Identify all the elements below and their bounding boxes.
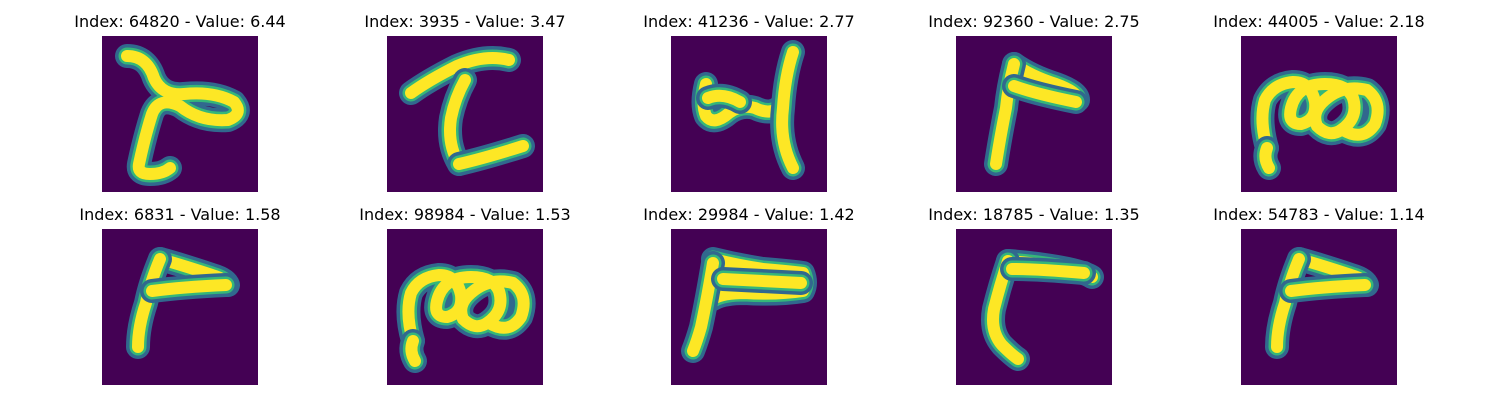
digit-image [102, 36, 258, 192]
digit-image [1241, 229, 1397, 385]
panel-title: Index: 44005 - Value: 2.18 [1209, 12, 1429, 32]
digit-image [387, 36, 543, 192]
panel-title: Index: 18785 - Value: 1.35 [924, 205, 1144, 225]
image-panel: Index: 3935 - Value: 3.47 [355, 0, 575, 180]
panel-title: Index: 3935 - Value: 3.47 [355, 12, 575, 32]
image-panel: Index: 44005 - Value: 2.18 [1209, 0, 1429, 180]
panel-title: Index: 6831 - Value: 1.58 [70, 205, 290, 225]
panel-title: Index: 98984 - Value: 1.53 [355, 205, 575, 225]
panel-title: Index: 41236 - Value: 2.77 [639, 12, 859, 32]
panel-title: Index: 29984 - Value: 1.42 [639, 205, 859, 225]
digit-image [956, 36, 1112, 192]
digit-image [387, 229, 543, 385]
image-panel: Index: 6831 - Value: 1.58 [70, 193, 290, 373]
image-panel: Index: 92360 - Value: 2.75 [924, 0, 1144, 180]
digit-image [1241, 36, 1397, 192]
image-panel: Index: 64820 - Value: 6.44 [70, 0, 290, 180]
digit-image [956, 229, 1112, 385]
image-panel: Index: 41236 - Value: 2.77 [639, 0, 859, 180]
panel-title: Index: 92360 - Value: 2.75 [924, 12, 1144, 32]
digit-image [671, 36, 827, 192]
image-panel: Index: 98984 - Value: 1.53 [355, 193, 575, 373]
panel-title: Index: 54783 - Value: 1.14 [1209, 205, 1429, 225]
digit-image [102, 229, 258, 385]
panel-title: Index: 64820 - Value: 6.44 [70, 12, 290, 32]
digit-image [671, 229, 827, 385]
image-panel: Index: 29984 - Value: 1.42 [639, 193, 859, 373]
image-panel: Index: 54783 - Value: 1.14 [1209, 193, 1429, 373]
image-panel: Index: 18785 - Value: 1.35 [924, 193, 1144, 373]
